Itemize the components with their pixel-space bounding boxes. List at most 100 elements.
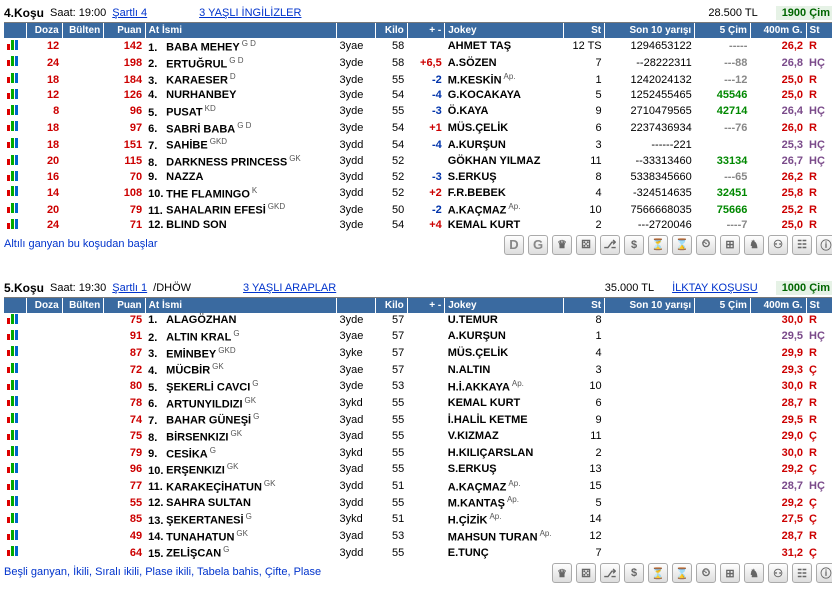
tool-icon[interactable]: ♛ <box>552 563 572 583</box>
col-st2[interactable]: St <box>806 23 832 38</box>
cell-horse-name[interactable]: 4.NURHANBEY <box>145 88 336 103</box>
col-jokey[interactable]: Jokey <box>445 23 563 38</box>
cell-jokey[interactable]: AHMET TAŞ <box>445 38 563 55</box>
chart-icon[interactable] <box>7 496 19 506</box>
table-row[interactable]: 7711.KARAKEÇİHATUNGK3ydd51A.KAÇMAZAp.152… <box>4 478 832 495</box>
tool-icon[interactable]: $ <box>624 563 644 583</box>
col-400m[interactable]: 400m G. <box>750 23 806 38</box>
cell-jokey[interactable]: H.İ.AKKAYAAp. <box>445 378 563 395</box>
cell-jokey[interactable]: MAHSUN TURANAp. <box>445 528 563 545</box>
chart-icon[interactable] <box>7 155 19 165</box>
cell-jokey[interactable]: A.KURŞUN <box>445 328 563 345</box>
table-row[interactable]: 18976.SABRİ BABAG D3yde54+1MÜS.ÇELİK6223… <box>4 120 832 137</box>
tool-icon[interactable]: ⏲ <box>696 235 716 255</box>
col-jokey[interactable]: Jokey <box>445 298 563 313</box>
chart-icon[interactable] <box>7 380 19 390</box>
table-row[interactable]: 247112.BLIND SON3yde54+4KEMAL KURT2---27… <box>4 218 832 233</box>
tool-icon[interactable]: ⎇ <box>600 563 620 583</box>
col-pm[interactable]: + - <box>407 298 444 313</box>
table-row[interactable]: 805.ŞEKERLİ CAVCIG3yde53H.İ.AKKAYAAp.103… <box>4 378 832 395</box>
cell-horse-name[interactable]: 7.SAHİBEGKD <box>145 136 336 153</box>
cell-horse-name[interactable]: 10.ERŞENKIZIGK <box>145 461 336 478</box>
chart-icon[interactable] <box>7 105 19 115</box>
cell-jokey[interactable]: MÜS.ÇELİK <box>445 345 563 362</box>
cell-horse-name[interactable]: 10.THE FLAMINGOK <box>145 185 336 202</box>
tool-icon[interactable]: ⚄ <box>576 235 596 255</box>
tool-icon[interactable]: ⎇ <box>600 235 620 255</box>
col-5cim[interactable]: 5 Çim <box>695 298 751 313</box>
cell-horse-name[interactable]: 1.BABA MEHEYG D <box>145 38 336 55</box>
cell-jokey[interactable]: F.R.BEBEK <box>445 185 563 202</box>
col-doza[interactable]: Doza <box>27 298 62 313</box>
tool-icon[interactable]: ♞ <box>744 235 764 255</box>
cell-jokey[interactable]: A.SÖZEN <box>445 55 563 72</box>
cell-jokey[interactable]: E.TUNÇ <box>445 544 563 561</box>
race-condition-link[interactable]: Şartlı 4 <box>112 7 147 19</box>
tool-icon[interactable]: ⊞ <box>720 563 740 583</box>
cell-jokey[interactable]: A.KAÇMAZAp. <box>445 478 563 495</box>
cell-jokey[interactable]: H.KILIÇARSLAN <box>445 445 563 462</box>
race-category-link[interactable]: 3 YAŞLI ARAPLAR <box>243 282 336 294</box>
chart-icon[interactable] <box>7 89 19 99</box>
table-row[interactable]: 4914.TUNAHATUNGK3yad53MAHSUN TURANAp.122… <box>4 528 832 545</box>
table-row[interactable]: 9610.ERŞENKIZIGK3yad55S.ERKUŞ1329,2Ç <box>4 461 832 478</box>
cell-jokey[interactable]: GÖKHAN YILMAZ <box>445 153 563 170</box>
chart-icon[interactable] <box>7 121 19 131</box>
chart-icon[interactable] <box>7 463 19 473</box>
tool-icon[interactable]: ⏳ <box>648 563 668 583</box>
table-row[interactable]: 6415.ZELİŞCANG3ydd55E.TUNÇ731,2Ç <box>4 544 832 561</box>
cell-horse-name[interactable]: 3.EMİNBEYGKD <box>145 345 336 362</box>
chart-icon[interactable] <box>7 446 19 456</box>
chart-icon[interactable] <box>7 219 19 229</box>
race-meet-link[interactable]: İLKTAY KOŞUSU <box>672 282 758 294</box>
tool-icon[interactable]: ⚄ <box>576 563 596 583</box>
table-row[interactable]: 207911.SAHALARIN EFESİGKD3yde50-2A.KAÇMA… <box>4 201 832 218</box>
tool-icon[interactable]: ⓘ <box>816 563 832 583</box>
cell-jokey[interactable]: G.KOCAKAYA <box>445 88 563 103</box>
table-row[interactable]: 8513.ŞEKERTANESİG3ykd51H.ÇİZİKAp.1427,5Ç <box>4 511 832 528</box>
cell-jokey[interactable]: Ö.KAYA <box>445 103 563 120</box>
col-pm[interactable]: + - <box>407 23 444 38</box>
table-row[interactable]: 181517.SAHİBEGKD3ydd54-4A.KURŞUN3------2… <box>4 136 832 153</box>
tool-icon[interactable]: ⏲ <box>696 563 716 583</box>
col-st2[interactable]: St <box>806 298 832 313</box>
col-kilo[interactable]: Kilo <box>376 298 407 313</box>
cell-jokey[interactable]: KEMAL KURT <box>445 218 563 233</box>
col-st[interactable]: St <box>563 23 604 38</box>
table-row[interactable]: 912.ALTIN KRALG3yae57A.KURŞUN129,5HÇ <box>4 328 832 345</box>
tool-icon[interactable]: $ <box>624 235 644 255</box>
col-kilo[interactable]: Kilo <box>376 23 407 38</box>
cell-horse-name[interactable]: 11.KARAKEÇİHATUNGK <box>145 478 336 495</box>
cell-jokey[interactable]: S.ERKUŞ <box>445 170 563 185</box>
cell-horse-name[interactable]: 12.BLIND SON <box>145 218 336 233</box>
table-row[interactable]: 751.ALAGÖZHAN3yde57U.TEMUR830,0R <box>4 313 832 328</box>
cell-jokey[interactable]: V.KIZMAZ <box>445 428 563 445</box>
table-row[interactable]: 16709.NAZZA3ydd52-3S.ERKUŞ85338345660---… <box>4 170 832 185</box>
tool-icon[interactable]: ⌛ <box>672 563 692 583</box>
cell-horse-name[interactable]: 6.SABRİ BABAG D <box>145 120 336 137</box>
chart-icon[interactable] <box>7 396 19 406</box>
col-name[interactable]: At İsmi <box>145 298 336 313</box>
cell-jokey[interactable]: KEMAL KURT <box>445 395 563 412</box>
cell-horse-name[interactable]: 15.ZELİŞCANG <box>145 544 336 561</box>
cell-jokey[interactable]: U.TEMUR <box>445 313 563 328</box>
cell-horse-name[interactable]: 12.SAHRA SULTAN <box>145 494 336 511</box>
table-row[interactable]: 873.EMİNBEYGKD3yke57MÜS.ÇELİK429,9R <box>4 345 832 362</box>
chart-icon[interactable] <box>7 513 19 523</box>
chart-icon[interactable] <box>7 314 19 324</box>
tool-icon[interactable]: ♛ <box>552 235 572 255</box>
col-doza[interactable]: Doza <box>27 23 62 38</box>
cell-jokey[interactable]: M.KESKİNAp. <box>445 71 563 88</box>
tool-icon[interactable]: ⓘ <box>816 235 832 255</box>
chart-icon[interactable] <box>7 56 19 66</box>
table-row[interactable]: 181843.KARAESERD3yde55-2M.KESKİNAp.11242… <box>4 71 832 88</box>
cell-horse-name[interactable]: 11.SAHALARIN EFESİGKD <box>145 201 336 218</box>
cell-horse-name[interactable]: 6.ARTUNYILDIZIGK <box>145 395 336 412</box>
table-row[interactable]: 241982.ERTUĞRULG D3yde58+6,5A.SÖZEN7--28… <box>4 55 832 72</box>
table-row[interactable]: 201158.DARKNESS PRINCESSGK3ydd52GÖKHAN Y… <box>4 153 832 170</box>
chart-icon[interactable] <box>7 203 19 213</box>
cell-jokey[interactable]: N.ALTIN <box>445 361 563 378</box>
race-condition-link[interactable]: Şartlı 1 <box>112 282 147 294</box>
tool-icon[interactable]: ⏳ <box>648 235 668 255</box>
table-row[interactable]: 8965.PUSATKD3yde55-3Ö.KAYA92710479565427… <box>4 103 832 120</box>
